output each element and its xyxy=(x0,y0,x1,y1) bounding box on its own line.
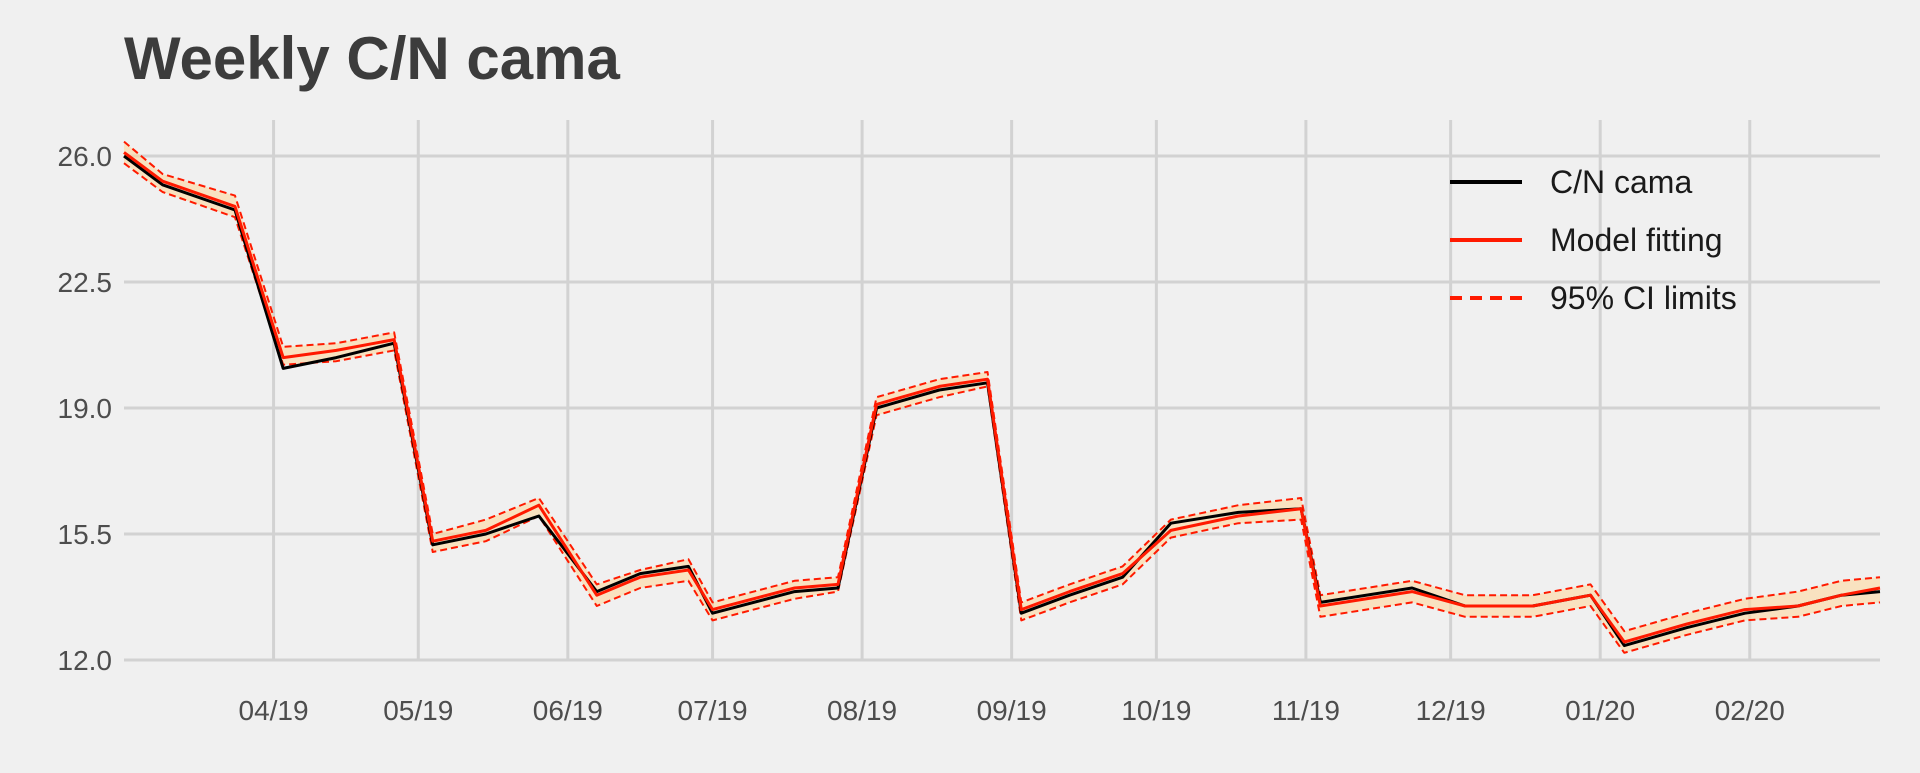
series-lines xyxy=(123,140,1881,654)
ci-upper-line xyxy=(123,140,1881,633)
legend-label: C/N cama xyxy=(1550,164,1692,200)
x-axis: 04/19 05/19 06/19 07/19 08/19 09/19 10/19 11/19… xyxy=(239,695,1785,726)
x-tick-label: 06/19 xyxy=(533,695,603,726)
x-tick-label: 02/20 xyxy=(1715,695,1785,726)
y-tick-label: 26.0 xyxy=(58,141,113,172)
x-tick-label: 04/19 xyxy=(239,695,309,726)
x-tick-label: 05/19 xyxy=(383,695,453,726)
y-tick-label: 12.0 xyxy=(58,645,113,676)
x-tick-label: 01/20 xyxy=(1565,695,1635,726)
x-tick-label: 07/19 xyxy=(678,695,748,726)
x-tick-label: 12/19 xyxy=(1416,695,1486,726)
x-tick-label: 09/19 xyxy=(977,695,1047,726)
y-tick-label: 15.5 xyxy=(58,519,113,550)
legend: C/N cama Model fitting 95% CI limits xyxy=(1450,164,1737,316)
legend-label: 95% CI limits xyxy=(1550,280,1737,316)
chart-title: Weekly C/N cama xyxy=(124,25,620,92)
y-tick-label: 19.0 xyxy=(58,393,113,424)
series-model-fitting-line xyxy=(123,151,1881,644)
legend-label: Model fitting xyxy=(1550,222,1723,258)
ci-band xyxy=(124,141,1880,653)
grid xyxy=(124,120,1880,662)
x-tick-label: 11/19 xyxy=(1272,695,1340,726)
ci-band-area xyxy=(124,141,1880,653)
x-tick-label: 10/19 xyxy=(1121,695,1191,726)
y-tick-label: 22.5 xyxy=(58,267,113,298)
x-tick-label: 08/19 xyxy=(827,695,897,726)
y-axis: 12.0 15.5 19.0 22.5 26.0 xyxy=(58,141,113,676)
